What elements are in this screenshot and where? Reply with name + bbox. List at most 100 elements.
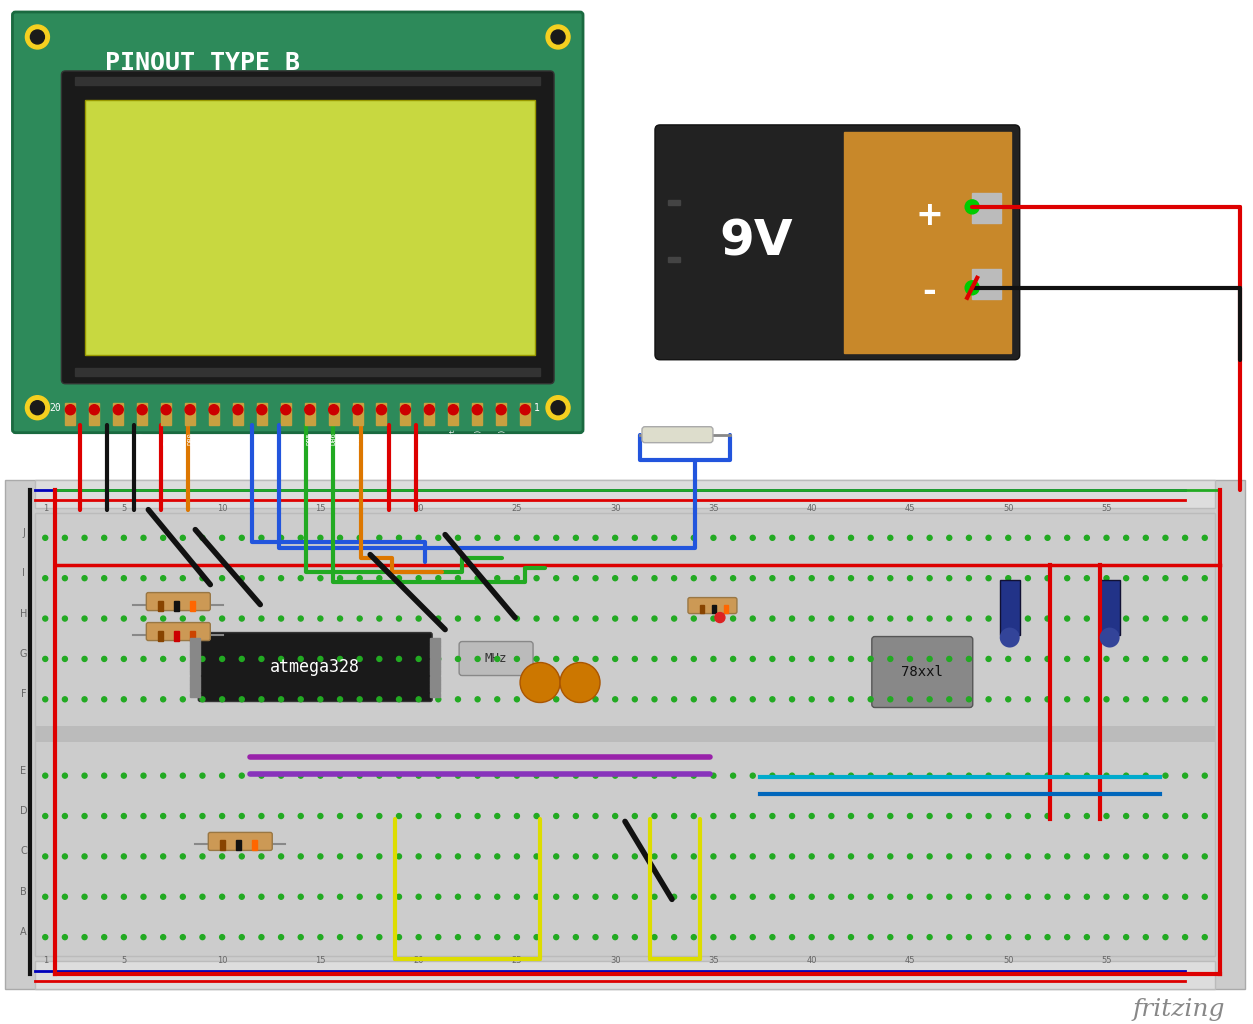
Circle shape: [495, 536, 500, 541]
Circle shape: [789, 773, 794, 778]
Bar: [5, 479, 1244, 989]
Circle shape: [1006, 894, 1011, 899]
Bar: [190, 692, 200, 696]
Circle shape: [239, 813, 244, 818]
Circle shape: [986, 656, 991, 662]
Circle shape: [475, 696, 480, 701]
Circle shape: [376, 404, 386, 415]
Circle shape: [1104, 935, 1109, 940]
Circle shape: [907, 656, 912, 662]
Bar: [35, 479, 1214, 508]
Text: DB1: DB1: [211, 432, 217, 444]
Circle shape: [710, 894, 715, 899]
Circle shape: [809, 854, 814, 859]
Circle shape: [710, 854, 715, 859]
Circle shape: [1124, 696, 1129, 701]
Circle shape: [730, 935, 736, 940]
Circle shape: [318, 656, 323, 662]
Bar: [281, 402, 291, 425]
Circle shape: [751, 575, 756, 581]
Circle shape: [209, 404, 219, 415]
Circle shape: [142, 894, 147, 899]
Bar: [190, 654, 200, 658]
Circle shape: [652, 536, 657, 541]
Circle shape: [180, 536, 185, 541]
Circle shape: [751, 773, 756, 778]
Circle shape: [278, 696, 283, 701]
Circle shape: [1183, 575, 1188, 581]
Text: 55: 55: [1101, 504, 1111, 513]
Circle shape: [1025, 813, 1030, 818]
Circle shape: [751, 536, 756, 541]
Text: CS1: CS1: [378, 432, 385, 444]
Bar: [190, 601, 195, 610]
Circle shape: [30, 30, 44, 44]
Circle shape: [966, 894, 971, 899]
Circle shape: [1183, 616, 1188, 622]
Circle shape: [986, 894, 991, 899]
Circle shape: [710, 696, 715, 701]
Circle shape: [122, 935, 127, 940]
Circle shape: [828, 935, 833, 940]
Circle shape: [613, 536, 618, 541]
Circle shape: [1065, 813, 1070, 818]
Circle shape: [633, 894, 638, 899]
Circle shape: [751, 656, 756, 662]
Circle shape: [947, 616, 952, 622]
Circle shape: [43, 894, 48, 899]
Circle shape: [554, 894, 559, 899]
Circle shape: [449, 404, 459, 415]
Circle shape: [396, 536, 401, 541]
Circle shape: [298, 656, 303, 662]
Circle shape: [593, 935, 598, 940]
Circle shape: [515, 656, 520, 662]
Circle shape: [652, 773, 657, 778]
Circle shape: [43, 616, 48, 622]
Circle shape: [337, 575, 342, 581]
Circle shape: [1124, 773, 1129, 778]
Text: 20: 20: [50, 402, 61, 413]
Text: 45: 45: [905, 955, 915, 965]
Circle shape: [81, 575, 86, 581]
Circle shape: [101, 656, 107, 662]
Circle shape: [1124, 894, 1129, 899]
Bar: [430, 684, 440, 688]
Circle shape: [520, 404, 530, 415]
Circle shape: [1084, 656, 1089, 662]
Circle shape: [710, 813, 715, 818]
Circle shape: [495, 616, 500, 622]
Circle shape: [1006, 935, 1011, 940]
Text: CS2: CS2: [402, 432, 408, 444]
Circle shape: [868, 616, 873, 622]
Text: 1: 1: [534, 402, 540, 413]
Circle shape: [259, 656, 264, 662]
Bar: [430, 692, 440, 696]
Bar: [425, 402, 435, 425]
Circle shape: [337, 935, 342, 940]
Circle shape: [593, 656, 598, 662]
Circle shape: [966, 773, 971, 778]
Circle shape: [966, 575, 971, 581]
Circle shape: [122, 813, 127, 818]
Circle shape: [966, 813, 971, 818]
Circle shape: [1045, 773, 1050, 778]
Circle shape: [888, 854, 893, 859]
Circle shape: [828, 656, 833, 662]
Circle shape: [495, 773, 500, 778]
Circle shape: [298, 894, 303, 899]
Circle shape: [257, 404, 267, 415]
Circle shape: [1065, 773, 1070, 778]
Circle shape: [63, 536, 68, 541]
Text: Vout: Vout: [450, 428, 456, 444]
Circle shape: [769, 575, 774, 581]
Circle shape: [396, 773, 401, 778]
Circle shape: [986, 696, 991, 701]
Circle shape: [692, 696, 697, 701]
Circle shape: [377, 773, 382, 778]
Circle shape: [436, 935, 441, 940]
Circle shape: [546, 395, 570, 420]
Text: 50: 50: [1002, 955, 1014, 965]
FancyBboxPatch shape: [147, 593, 211, 610]
Text: fritzing: fritzing: [1131, 997, 1224, 1021]
Circle shape: [515, 616, 520, 622]
